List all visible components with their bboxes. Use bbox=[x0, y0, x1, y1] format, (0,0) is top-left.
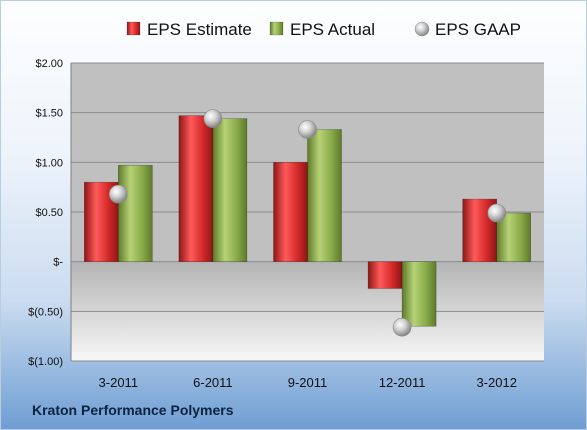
company-name: Kraton Performance Polymers bbox=[32, 402, 234, 418]
legend-swatch bbox=[414, 21, 430, 37]
x-tick-label: 12-2011 bbox=[379, 375, 426, 390]
bar-eps-actual bbox=[496, 212, 532, 262]
bar-eps-actual bbox=[401, 261, 437, 327]
y-tick-label: $(0.50) bbox=[28, 306, 63, 318]
bar-eps-estimate bbox=[273, 162, 308, 262]
y-tick-label: $2.00 bbox=[35, 58, 63, 70]
x-tick-label: 3-2012 bbox=[476, 375, 516, 390]
marker-group bbox=[109, 109, 507, 337]
x-tick-label: 9-2011 bbox=[288, 375, 328, 390]
y-axis: $2.00 $1.50 $1.00 $0.50 $- $(0.50) $(1.00) bbox=[28, 58, 72, 368]
marker-eps-gaap bbox=[487, 203, 507, 223]
legend: EPS Estimate EPS Actual EPS GAAP bbox=[126, 20, 521, 39]
y-tick-label: $- bbox=[53, 257, 63, 269]
x-tick-label: 6-2011 bbox=[193, 375, 233, 390]
legend-label: EPS Estimate bbox=[147, 20, 252, 39]
bar-eps-actual bbox=[118, 165, 153, 262]
legend-swatch bbox=[126, 21, 141, 36]
bar-eps-actual bbox=[307, 129, 342, 262]
bar-eps-actual bbox=[212, 118, 248, 262]
legend-label: EPS Actual bbox=[290, 20, 375, 39]
x-tick-label: 3-2011 bbox=[99, 375, 139, 390]
legend-swatch bbox=[269, 21, 284, 36]
y-tick-label: $1.00 bbox=[35, 157, 63, 169]
bar-group bbox=[84, 115, 532, 327]
x-axis: 3-2011 6-2011 9-2011 12-2011 3-2012 bbox=[99, 375, 517, 390]
bar-eps-estimate bbox=[178, 115, 214, 262]
marker-eps-gaap bbox=[203, 109, 223, 128]
y-tick-label: $1.50 bbox=[35, 108, 63, 120]
marker-eps-gaap bbox=[392, 317, 412, 337]
legend-label: EPS GAAP bbox=[435, 20, 521, 39]
marker-eps-gaap bbox=[298, 120, 317, 139]
y-tick-label: $(1.00) bbox=[28, 356, 63, 368]
bar-eps-estimate bbox=[367, 261, 403, 289]
y-tick-label: $0.50 bbox=[35, 207, 63, 219]
marker-eps-gaap bbox=[109, 184, 128, 204]
